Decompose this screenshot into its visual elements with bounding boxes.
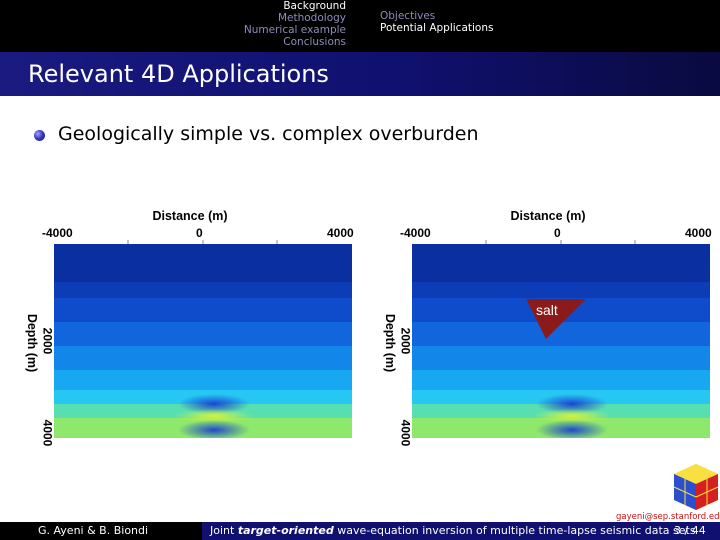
y-axis-title: Depth (m) [383, 313, 397, 373]
figure-complex-overburden: Distance (m) -4000 0 4000 [378, 206, 718, 446]
nav-subsection-potential-applications[interactable]: Potential Applications [380, 22, 494, 34]
y-tick-label: 4000 [398, 419, 413, 447]
section-navigation: Background Methodology Numerical example… [0, 0, 350, 52]
contact-email[interactable]: gayeni@sep.stanford.edu [616, 512, 720, 522]
y-tick-label: 2000 [398, 327, 413, 355]
figure-simple-overburden: Distance (m) -4000 0 4000 Depth (m) [20, 206, 360, 446]
nav-section-conclusions[interactable]: Conclusions [283, 36, 346, 48]
footer-bar: G. Ayeni & B. Biondi Joint target-orient… [0, 522, 720, 540]
velocity-model-plot [54, 244, 352, 438]
subsection-navigation: Objectives Potential Applications [380, 0, 493, 52]
x-tick-label: 4000 [685, 226, 712, 240]
velocity-layer [54, 244, 352, 282]
velocity-layer [54, 370, 352, 390]
footer-talk-title: Joint target-oriented wave-equation inve… [210, 524, 696, 537]
velocity-layer [54, 346, 352, 370]
velocity-layer [54, 282, 352, 298]
nav-section-numerical-example[interactable]: Numerical example [243, 24, 346, 36]
footer-title-box: Joint target-oriented wave-equation inve… [202, 522, 720, 540]
velocity-layer [412, 244, 710, 282]
slide-title-bar: Relevant 4D Applications [0, 52, 720, 96]
x-tick-label: -4000 [42, 226, 73, 240]
bullet-icon [34, 130, 45, 141]
velocity-layer [412, 370, 710, 390]
x-tick-label: 0 [196, 226, 203, 240]
nav-section-background[interactable]: Background [283, 0, 346, 12]
nav-subsection-objectives[interactable]: Objectives [380, 10, 436, 22]
velocity-layer [412, 282, 710, 298]
velocity-layer [54, 298, 352, 322]
footer-authors: G. Ayeni & B. Biondi [38, 524, 149, 537]
y-tick-label: 4000 [40, 419, 55, 447]
velocity-layer [412, 322, 710, 346]
y-axis-title: Depth (m) [25, 313, 39, 373]
velocity-layer [412, 346, 710, 370]
footer-authors-box: G. Ayeni & B. Biondi [0, 522, 202, 540]
y-tick-label: 2000 [40, 327, 55, 355]
page-number: 3 / 44 [674, 524, 706, 537]
x-tick-marks [127, 240, 278, 244]
x-tick-marks [485, 240, 636, 244]
x-tick-label: -4000 [400, 226, 431, 240]
velocity-layer [54, 322, 352, 346]
top-navigation: Background Methodology Numerical example… [0, 0, 720, 52]
x-tick-label: 4000 [327, 226, 354, 240]
velocity-model-plot: salt [412, 244, 710, 438]
sep-logo [673, 464, 719, 510]
reservoir-anomaly [174, 394, 254, 438]
salt-label: salt [536, 302, 558, 318]
x-tick-label: 0 [554, 226, 561, 240]
reservoir-anomaly [532, 394, 612, 438]
x-axis-title: Distance (m) [510, 209, 586, 223]
slide-title: Relevant 4D Applications [28, 60, 329, 88]
salt-body [526, 299, 586, 339]
bullet-text: Geologically simple vs. complex overburd… [58, 123, 479, 145]
nav-section-methodology[interactable]: Methodology [277, 12, 346, 24]
x-axis-title: Distance (m) [152, 209, 228, 223]
